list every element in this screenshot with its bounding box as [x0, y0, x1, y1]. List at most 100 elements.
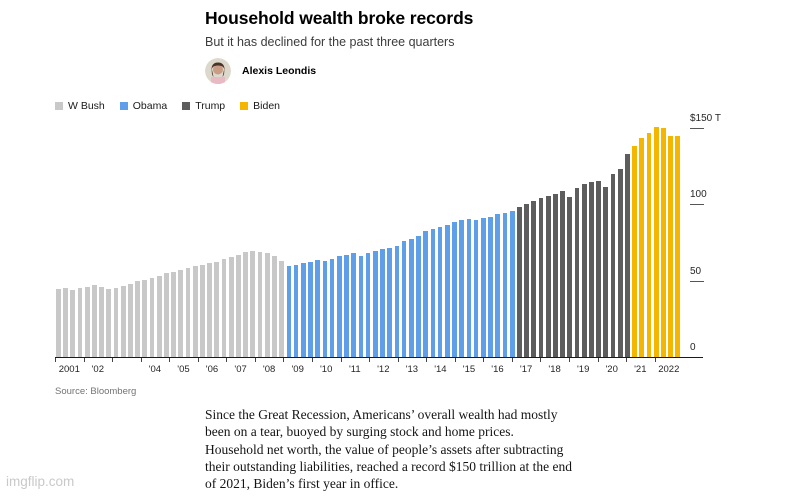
bar-trump: [589, 182, 594, 357]
bar-w-bush: [164, 273, 169, 357]
bar-w-bush: [200, 264, 205, 357]
bar-w-bush: [77, 287, 83, 357]
bar-w-bush: [113, 288, 119, 357]
x-axis-year-label: '14: [434, 364, 447, 375]
y-axis-tick: [690, 204, 704, 206]
x-axis-year-label: '02: [91, 364, 104, 375]
author-name: Alexis Leondis: [242, 65, 317, 77]
bar-w-bush: [272, 256, 277, 357]
bar-biden: [632, 145, 637, 357]
bar-biden: [675, 136, 681, 357]
x-axis-tick: [112, 358, 114, 362]
bar-obama: [444, 224, 450, 357]
y-axis-tick: [690, 280, 704, 282]
bar-w-bush: [84, 286, 90, 357]
bar-w-bush: [279, 260, 284, 357]
x-axis-tick: [197, 358, 199, 362]
bar-w-bush: [128, 283, 133, 357]
bar-w-bush: [92, 284, 97, 357]
chart-legend: W Bush Obama Trump Biden: [55, 100, 280, 112]
author-avatar: [205, 58, 231, 84]
bar-w-bush: [192, 266, 198, 357]
x-axis-tick: [140, 358, 142, 362]
bar-obama: [430, 228, 436, 357]
x-axis-year-label: '16: [491, 364, 504, 375]
x-axis-year-label: '11: [348, 364, 361, 375]
legend-item-obama: Obama: [119, 100, 167, 112]
x-axis-year-label: 2001: [58, 364, 80, 375]
bar-trump: [524, 204, 529, 357]
bar-w-bush: [178, 270, 184, 357]
x-axis-line: [55, 357, 703, 358]
bar-obama: [488, 217, 493, 357]
caption-line: been on a tear, buoyed by surging stock …: [205, 424, 514, 440]
x-axis-tick: [483, 358, 485, 362]
x-axis-tick: [55, 358, 56, 362]
x-axis-year-label: '08: [262, 364, 276, 375]
legend-item-w-bush: W Bush: [55, 100, 105, 112]
x-axis-year-label: '06: [205, 364, 219, 375]
bar-obama: [344, 254, 349, 357]
bar-w-bush: [207, 263, 212, 357]
caption-text: Since the Great Recession, Americans’ ov…: [205, 406, 572, 492]
bar-obama: [365, 253, 371, 357]
x-axis-year-label: '15: [462, 364, 476, 375]
bar-obama: [423, 231, 429, 357]
bar-w-bush: [185, 267, 191, 357]
bar-w-bush: [250, 250, 256, 357]
y-axis-tick: [690, 128, 704, 129]
legend-item-trump: Trump: [182, 100, 225, 112]
legend-swatch: [119, 102, 128, 110]
x-axis-tick: [511, 358, 513, 362]
bar-w-bush: [257, 251, 263, 357]
bar-w-bush: [243, 252, 248, 357]
bar-w-bush: [221, 259, 227, 357]
x-axis-year-label: '12: [377, 364, 390, 375]
x-axis-tick: [169, 358, 171, 362]
bar-trump: [617, 168, 623, 357]
bar-obama: [286, 266, 292, 357]
bar-trump: [531, 200, 537, 357]
x-axis-year-label: '18: [548, 364, 561, 375]
bar-w-bush: [156, 276, 162, 357]
caption-line: their outstanding liabilities, reached a…: [205, 458, 573, 474]
bar-trump: [545, 195, 551, 357]
caption-line: Household net worth, the value of people…: [205, 441, 564, 457]
bar-w-bush: [228, 257, 234, 357]
bar-obama: [452, 221, 457, 357]
x-axis-year-label: '20: [605, 364, 618, 375]
x-axis-year-label: '21: [634, 364, 647, 375]
x-axis-tick: [340, 358, 342, 362]
bars-container: [56, 0, 681, 357]
imgflip-watermark: imgflip.com: [6, 474, 75, 489]
x-axis-year-label: '17: [519, 364, 533, 375]
bar-obama: [372, 250, 378, 357]
x-axis-tick: [369, 358, 371, 362]
bar-biden: [646, 132, 652, 357]
bar-obama: [437, 226, 443, 357]
bar-w-bush: [135, 281, 140, 357]
y-axis-label: 100: [690, 189, 707, 201]
x-axis-year-label: '05: [177, 364, 190, 375]
bar-obama: [336, 256, 342, 357]
legend-swatch: [55, 102, 63, 110]
bar-obama: [416, 236, 421, 357]
x-axis-tick: [311, 358, 313, 362]
x-axis-tick: [83, 358, 85, 362]
byline: Alexis Leondis: [205, 58, 473, 84]
bar-trump: [574, 187, 580, 357]
bar-obama: [495, 214, 501, 357]
x-axis-year-label: '13: [405, 364, 419, 375]
bar-trump: [538, 198, 544, 357]
legend-item-biden: Biden: [240, 100, 280, 112]
legend-label: Biden: [253, 100, 281, 112]
caption-line: Since the Great Recession, Americans’ ov…: [205, 407, 558, 422]
bar-trump: [603, 186, 609, 357]
bar-trump: [517, 206, 522, 357]
bar-w-bush: [70, 289, 76, 357]
x-axis-tick: [626, 358, 627, 362]
bar-w-bush: [171, 271, 176, 357]
bar-biden: [668, 135, 673, 357]
bar-obama: [351, 253, 357, 357]
bar-biden: [661, 128, 666, 357]
